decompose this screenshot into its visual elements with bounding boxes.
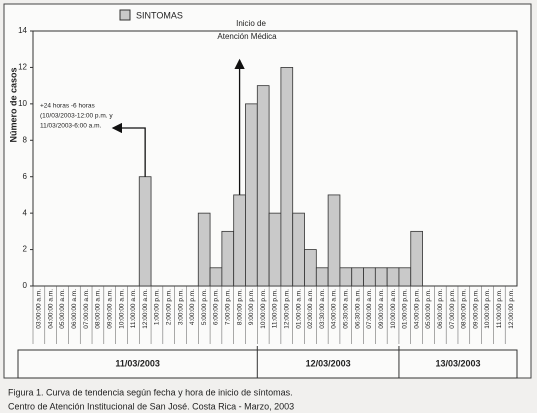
annotation: 11/03/2003-6:00 a.m. [40, 123, 102, 130]
x-tick-label: 12:00:00 a.m. [142, 289, 149, 329]
x-tick-label: 5:00:00 p.m. [201, 289, 208, 325]
bar [197, 212, 211, 287]
x-tick-label: 2:00:00 p.m. [165, 289, 172, 325]
x-tick-label: 3:00:00 p.m. [177, 289, 184, 325]
bar [339, 267, 353, 287]
caption: Centro de Atención Institucional de San … [8, 401, 294, 411]
annotation: +24 horas -6 horas [40, 103, 95, 110]
date-label: 13/03/2003 [435, 358, 480, 368]
x-tick-label: 09:00:00 a.m. [106, 289, 113, 329]
x-tick-label: 4:00:00 p.m. [189, 289, 196, 325]
legend-label: SINTOMAS [136, 10, 183, 20]
x-tick-label: 04:00:00 p.m. [413, 289, 420, 329]
bar [256, 85, 270, 287]
bar [221, 230, 235, 287]
y-tick-label: 10 [18, 99, 27, 108]
x-tick-label: 04:00:00 a.m. [47, 289, 54, 329]
bar [386, 267, 400, 287]
bar [351, 267, 364, 287]
y-tick-label: 14 [18, 26, 27, 35]
x-tick-label: 9:00:00 p.m. [248, 289, 255, 325]
x-tick-label: 05:30:00 a.m. [343, 289, 350, 329]
x-tick-label: 10:00:00 a.m. [390, 289, 397, 329]
bar [245, 103, 258, 287]
x-tick-label: 09:00:00 p.m. [472, 289, 479, 329]
x-tick-label: 12:00:00 p.m. [508, 289, 515, 329]
y-axis-label: Número de casos [8, 67, 18, 142]
date-row [17, 349, 518, 379]
annotation-arrow [111, 122, 146, 177]
x-tick-label: 12:00:00 p.m. [284, 289, 291, 329]
x-tick-label: 01:00:00 a.m. [295, 289, 302, 329]
bar [209, 267, 223, 287]
x-tick-label: 09:00:00 a.m. [378, 289, 385, 329]
y-tick-label: 8 [23, 135, 28, 144]
bar [374, 267, 388, 287]
y-tick-label: 12 [18, 63, 27, 72]
bar [292, 212, 305, 287]
bar [304, 249, 317, 287]
x-tick-label: 06:00:00 p.m. [437, 289, 444, 329]
caption: Figura 1. Curva de tendencia según fecha… [8, 387, 293, 397]
annotation: Atención Médica [217, 32, 277, 41]
bar [268, 212, 282, 287]
x-tick-label: 11:00:00 a.m. [130, 289, 137, 328]
x-tick-label: 08:00:00 p.m. [461, 289, 468, 329]
x-tick-label: 06:30:00 a.m. [354, 289, 361, 329]
x-tick-label: 06:00:00 a.m. [71, 289, 78, 329]
y-tick-label: 4 [23, 208, 28, 217]
bar [233, 194, 246, 287]
x-tick-label: 03:00:00 a.m. [36, 289, 43, 329]
x-tick-label: 04:00:00 a.m. [331, 289, 338, 329]
date-label: 11/03/2003 [115, 358, 160, 368]
bar [398, 267, 412, 287]
x-tick-label: 05:00:00 a.m. [59, 289, 66, 329]
legend-swatch [119, 9, 131, 21]
y-tick-label: 0 [23, 281, 28, 290]
x-tick-label: 8:00:00 p.m. [236, 289, 243, 325]
x-tick-label: 1:00:00 p.m. [154, 289, 161, 325]
x-tick-label: 10:00:00 p.m. [260, 289, 267, 329]
x-tick-label: 05:00:00 p.m. [425, 289, 432, 329]
x-tick-label: 11:00:00 p.m. [496, 289, 503, 328]
bar [327, 194, 341, 287]
y-tick-label: 2 [23, 245, 28, 254]
date-label: 12/03/2003 [306, 358, 351, 368]
x-tick-label: 6:00:00 p.m. [213, 289, 220, 325]
x-tick-label: 10:00:00 a.m. [118, 289, 125, 329]
x-tick-label: 03:30:00 a.m. [319, 289, 326, 329]
x-tick-label: 07:00:00 a.m. [83, 289, 90, 329]
bar [280, 67, 294, 287]
bar [138, 176, 152, 287]
x-tick-label: 7:00:00 p.m. [224, 289, 231, 325]
bar [363, 267, 376, 287]
bar [410, 230, 423, 287]
annotation: (10/03/2003-12:00 p.m. y [40, 113, 113, 120]
x-tick-label: 10:00:00 p.m. [484, 289, 491, 329]
x-tick-label: 11:00:00 p.m. [272, 289, 279, 328]
y-tick-label: 6 [23, 172, 28, 181]
x-tick-label: 08:00:00 a.m. [95, 289, 102, 329]
x-tick-label: 01:00:00 p.m. [402, 289, 409, 329]
bar [315, 267, 329, 287]
x-tick-label: 07:00:00 a.m. [366, 289, 373, 329]
annotation: Inicio de [236, 19, 266, 28]
x-tick-label: 07:00:00 p.m. [449, 289, 456, 329]
x-tick-label: 02:00:00 a.m. [307, 289, 314, 329]
